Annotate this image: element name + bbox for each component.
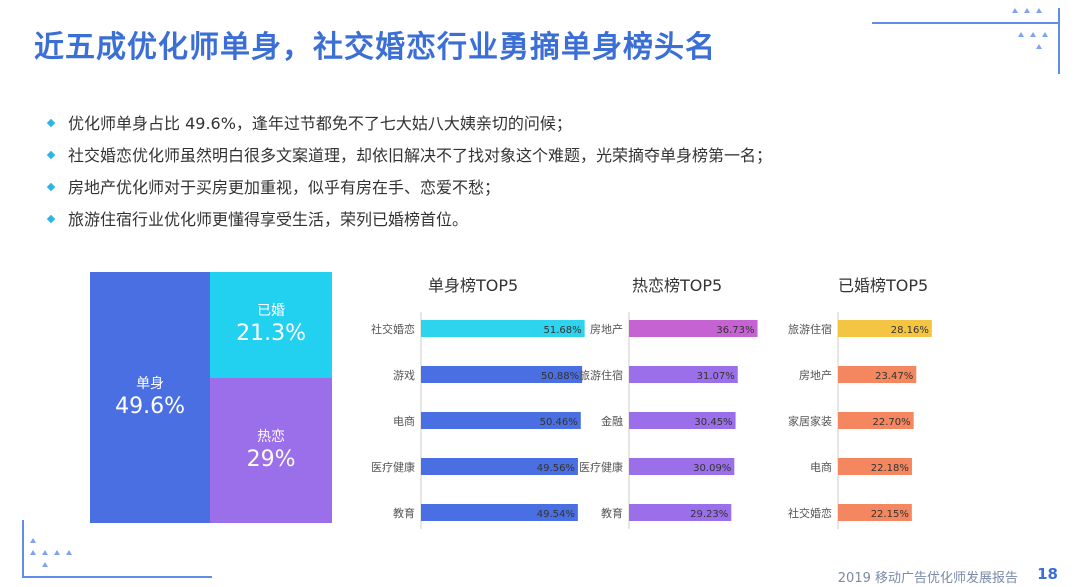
data-label: 23.47% [875, 371, 913, 382]
category-label: 金融 [601, 414, 623, 428]
bullet-list: 优化师单身占比 49.6%，逢年过节都免不了七大姑八大姨亲切的问候； 社交婚恋优… [46, 114, 772, 242]
category-label: 医疗健康 [371, 460, 415, 474]
bar [838, 504, 912, 521]
treemap-cell-value: 21.3% [236, 321, 306, 347]
data-label: 51.68% [544, 325, 582, 336]
data-label: 50.46% [540, 417, 578, 428]
treemap-cell-in-love: 热恋 29% [210, 378, 332, 523]
treemap-cell-single: 单身 49.6% [90, 272, 211, 523]
category-label: 房地产 [799, 368, 832, 382]
chart-title-in-love-top5: 热恋榜TOP5 [632, 276, 723, 295]
bar [838, 412, 914, 429]
category-label: 教育 [601, 506, 623, 520]
bar [421, 504, 578, 521]
category-label: 游戏 [393, 369, 415, 382]
bullet-item: 优化师单身占比 49.6%，逢年过节都免不了七大姑八大姨亲切的问候； [46, 114, 772, 146]
bar [629, 504, 732, 521]
bar-chart-in-love: 房地产 36.73% 旅游住宿 31.07% 金融 30.45% 医疗健康 30.09% 教育 2… [579, 312, 758, 529]
category-label: 旅游住宿 [579, 368, 623, 382]
marital-status-treemap: 单身 49.6% 已婚 21.3% 热恋 29% [90, 272, 332, 523]
data-label: 22.18% [871, 463, 909, 474]
chart-title-married-top5: 已婚榜TOP5 [838, 276, 929, 295]
category-label: 电商 [810, 460, 832, 474]
data-label: 49.54% [537, 509, 575, 520]
page-title: 近五成优化师单身，社交婚恋行业勇摘单身榜头名 [34, 30, 716, 65]
bar [421, 320, 585, 337]
category-label: 旅游住宿 [788, 322, 832, 336]
data-label: 22.70% [873, 417, 911, 428]
data-label: 49.56% [537, 463, 575, 474]
category-label: 房地产 [590, 322, 623, 336]
treemap-cell-name: 单身 [136, 375, 165, 392]
data-label: 36.73% [716, 325, 754, 336]
category-label: 社交婚恋 [371, 322, 415, 336]
treemap-cell-name: 热恋 [257, 428, 286, 445]
data-label: 22.15% [871, 509, 909, 520]
bar [629, 458, 735, 475]
bar [629, 320, 758, 337]
data-label: 30.45% [694, 417, 732, 428]
bar [421, 412, 581, 429]
data-label: 31.07% [697, 371, 735, 382]
category-label: 医疗健康 [579, 460, 623, 474]
report-footer: 2019 移动广告优化师发展报告 [837, 571, 1018, 586]
bar [838, 366, 917, 383]
data-label: 28.16% [891, 325, 929, 336]
bar [421, 366, 583, 383]
chart-title-single-top5: 单身榜TOP5 [428, 276, 519, 295]
bullet-item: 房地产优化师对于买房更加重视，似乎有房在手、恋爱不愁； [46, 178, 772, 210]
treemap-cell-value: 49.6% [115, 393, 186, 419]
bar [838, 320, 932, 337]
treemap-cell-married: 已婚 21.3% [210, 272, 332, 379]
bullet-item: 社交婚恋优化师虽然明白很多文案道理，却依旧解决不了找对象这个难题，光荣摘夺单身榜… [46, 146, 772, 178]
data-label: 29.23% [690, 509, 728, 520]
treemap-cell-name: 已婚 [257, 303, 286, 320]
bar [838, 458, 912, 475]
category-label: 社交婚恋 [788, 506, 832, 520]
treemap-cell-value: 29% [246, 446, 296, 472]
data-label: 50.88% [541, 371, 579, 382]
category-label: 教育 [393, 506, 415, 520]
category-label: 家居家装 [788, 414, 832, 428]
bar [629, 412, 736, 429]
bar-chart-married: 旅游住宿 28.16% 房地产 23.47% 家居家装 22.70% 电商 22.18% 社交婚… [788, 312, 932, 529]
page-number: 18 [1037, 565, 1058, 583]
category-label: 电商 [393, 414, 415, 428]
bar [629, 366, 738, 383]
bar [421, 458, 578, 475]
data-label: 30.09% [693, 463, 731, 474]
bullet-item: 旅游住宿行业优化师更懂得享受生活，荣列已婚榜首位。 [46, 210, 772, 242]
bar-chart-single: 社交婚恋 51.68% 游戏 50.88% 电商 50.46% 医疗健康 49.56% 教育 49… [371, 312, 585, 529]
